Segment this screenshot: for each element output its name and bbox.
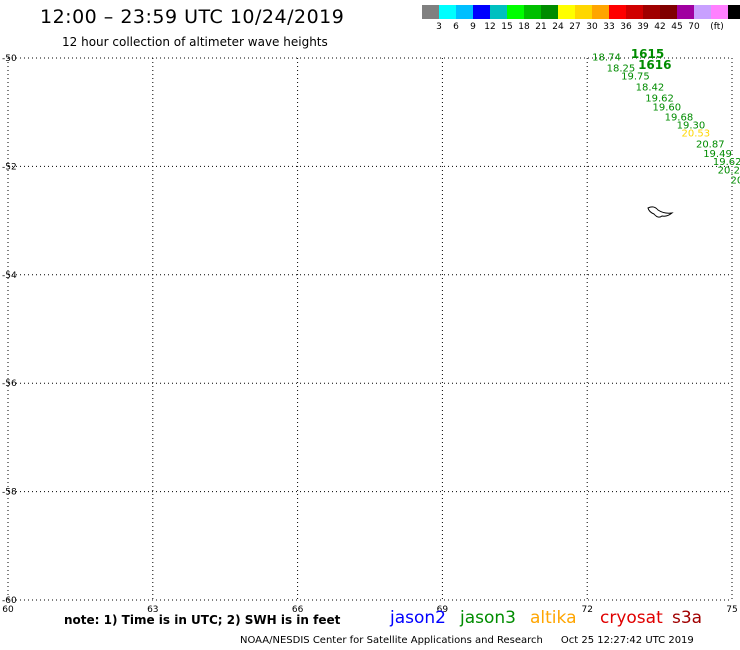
wave-height-label: 20.53 xyxy=(681,129,710,140)
color-legend-labels: 3 6 9 12 15 18 21 24 27 30 33 36 39 42 45 70 (ft) xyxy=(422,22,740,34)
x-tick-label: 66 xyxy=(292,605,304,615)
color-swatch xyxy=(541,5,558,19)
color-legend xyxy=(422,5,740,19)
color-swatch xyxy=(694,5,711,19)
color-legend-label: 39 xyxy=(637,22,649,32)
color-swatch xyxy=(609,5,626,19)
color-legend-label: 24 xyxy=(552,22,564,32)
color-legend-label: 33 xyxy=(603,22,615,32)
note-text: note: 1) Time is in UTC; 2) SWH is in fe… xyxy=(64,613,341,627)
color-legend-label: 42 xyxy=(654,22,666,32)
y-tick-label: -52 xyxy=(2,162,17,172)
time-label: 1615 xyxy=(631,47,664,61)
color-legend-label: 6 xyxy=(453,22,459,32)
x-tick-label: 63 xyxy=(147,605,158,615)
y-tick-label: -56 xyxy=(2,379,17,389)
color-swatch xyxy=(711,5,728,19)
color-legend-label: 45 xyxy=(671,22,683,32)
color-legend-label: 27 xyxy=(569,22,581,32)
wave-height-label: 19.62 xyxy=(713,157,740,168)
wave-height-label: 18.42 xyxy=(636,83,665,94)
y-tick-label: -50 xyxy=(2,54,17,64)
color-swatch xyxy=(439,5,456,19)
x-tick-label: 60 xyxy=(2,605,14,615)
island-outline xyxy=(647,206,674,218)
wave-height-label: 19.75 xyxy=(621,72,650,83)
color-legend-label: 70 xyxy=(688,22,700,32)
credit-line: NOAA/NESDIS Center for Satellite Applica… xyxy=(240,635,694,646)
color-swatch xyxy=(490,5,507,19)
credit-text: NOAA/NESDIS Center for Satellite Applica… xyxy=(240,635,543,646)
color-swatch xyxy=(524,5,541,19)
time-label: 1616 xyxy=(638,58,671,72)
y-tick-label: -58 xyxy=(2,488,17,498)
color-swatch xyxy=(660,5,677,19)
color-legend-label: 18 xyxy=(518,22,530,32)
color-legend-label: 3 xyxy=(436,22,442,32)
color-legend-label: 12 xyxy=(484,22,496,32)
chart-title: 12:00 – 23:59 UTC 10/24/2019 xyxy=(40,6,345,28)
y-tick-label: -54 xyxy=(2,271,17,281)
color-legend-label: 15 xyxy=(501,22,513,32)
wave-height-label: 19.60 xyxy=(653,103,682,114)
satellite-jason2: jason2 xyxy=(390,608,446,628)
color-swatch xyxy=(507,5,524,19)
color-swatch xyxy=(626,5,643,19)
x-tick-label: 75 xyxy=(726,605,737,615)
x-tick-label: 72 xyxy=(581,605,592,615)
wave-height-label: 20.87 xyxy=(696,139,725,150)
color-swatch xyxy=(558,5,575,19)
wave-height-label: 19.62 xyxy=(645,93,674,104)
color-legend-label: 21 xyxy=(535,22,547,32)
timestamp: Oct 25 12:27:42 UTC 2019 xyxy=(560,635,694,646)
color-swatch xyxy=(422,5,439,19)
color-legend-label: 9 xyxy=(470,22,476,32)
color-legend-label: 30 xyxy=(586,22,598,32)
color-legend-label: (ft) xyxy=(710,22,724,32)
wave-height-label: 19.49 xyxy=(703,149,732,160)
wave-height-label: 19.68 xyxy=(665,112,694,123)
satellite-cryosat: cryosat xyxy=(600,608,663,628)
wave-height-label: 18.25 xyxy=(607,64,636,75)
color-swatch xyxy=(643,5,660,19)
color-swatch xyxy=(575,5,592,19)
color-swatch xyxy=(592,5,609,19)
color-swatch xyxy=(677,5,694,19)
satellite-altika: altika xyxy=(530,608,577,628)
wave-height-label: 20.3 xyxy=(731,176,740,187)
color-swatch xyxy=(728,5,740,19)
satellite-jason3: jason3 xyxy=(460,608,516,628)
x-tick-label: 69 xyxy=(437,605,449,615)
wave-height-label: 20.25 xyxy=(718,165,740,176)
y-tick-label: -60 xyxy=(2,596,17,606)
color-legend-label: 36 xyxy=(620,22,632,32)
wave-height-label: 18.74 xyxy=(592,53,621,64)
wave-height-label: 19.30 xyxy=(677,120,706,131)
color-swatch xyxy=(456,5,473,19)
satellite-s3a: s3a xyxy=(672,608,703,628)
color-swatch xyxy=(473,5,490,19)
chart-subtitle: 12 hour collection of altimeter wave hei… xyxy=(62,35,328,49)
